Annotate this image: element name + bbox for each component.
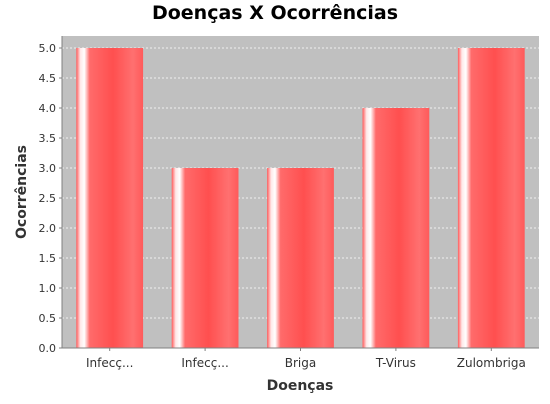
y-tick-label: 1.0 xyxy=(39,282,57,295)
y-tick-label: 2.5 xyxy=(39,192,57,205)
bar xyxy=(457,48,525,348)
x-tick-label: Briga xyxy=(285,356,316,370)
x-tick-label: T-Virus xyxy=(375,356,416,370)
bars xyxy=(76,48,525,348)
bar xyxy=(171,168,239,348)
axes: 0.0 0.5 1.0 1.5 2.0 2.5 3.0 3.5 4.0 4.5 5.0 Infecç.… xyxy=(39,36,539,370)
y-tick-label: 0.0 xyxy=(39,342,57,355)
y-tick-label: 3.5 xyxy=(39,132,57,145)
y-tick-label: 2.0 xyxy=(39,222,57,235)
y-axis-label: Ocorrências xyxy=(14,145,30,239)
bar xyxy=(76,48,144,348)
y-tick-label: 4.0 xyxy=(39,102,57,115)
y-tick-label: 3.0 xyxy=(39,162,57,175)
x-tick-label: Infecç... xyxy=(181,356,228,370)
bar xyxy=(267,168,334,348)
chart-title: Doenças X Ocorrências xyxy=(151,2,399,24)
y-tick-label: 1.5 xyxy=(39,252,57,265)
x-tick-label: Zulombriga xyxy=(457,356,526,370)
y-tick-label: 0.5 xyxy=(39,312,57,325)
y-tick-label: 5.0 xyxy=(39,42,57,55)
bar xyxy=(362,108,430,348)
x-axis-label: Doenças xyxy=(267,378,334,394)
y-tick-label: 4.5 xyxy=(39,72,57,85)
x-tick-label: Infecç... xyxy=(86,356,133,370)
